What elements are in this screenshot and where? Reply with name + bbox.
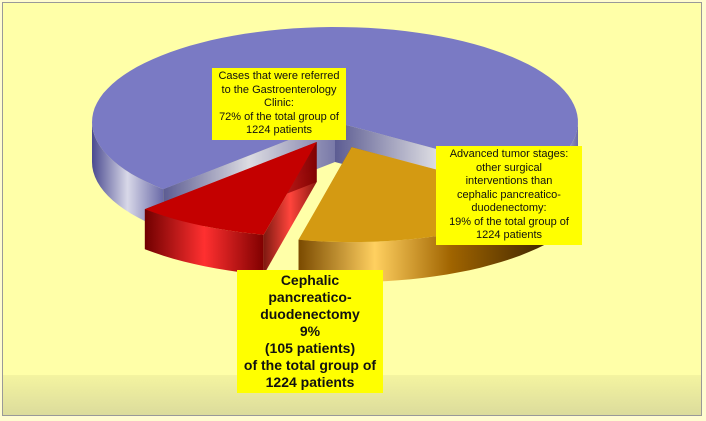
label-line: interventions than xyxy=(465,175,553,187)
label-line: Cases that were referred xyxy=(218,70,340,82)
slice-side xyxy=(92,122,164,230)
label-line: Clinic: xyxy=(264,97,294,109)
label-line: Cephalic xyxy=(280,272,340,288)
label-line: 1224 patients xyxy=(265,374,355,390)
label-line: Advanced tumor stages: xyxy=(449,148,569,160)
label-line: duodenectomy xyxy=(260,306,360,322)
data-label: Advanced tumor stages: other surgical inte… xyxy=(436,146,582,245)
slice-side xyxy=(298,200,553,283)
label-line: other surgical xyxy=(475,161,543,174)
label-line: to the Gastroenterology xyxy=(221,83,337,96)
label-line: 1224 patients xyxy=(245,124,313,136)
label-line: 19% of the total group of xyxy=(449,215,569,228)
label-line: of the total group of xyxy=(243,357,377,373)
data-label: Cephalic pancreatico-duodenectomy 9% (105 p… xyxy=(237,270,383,393)
label-line: cephalic pancreatico- xyxy=(457,188,561,201)
label-line: (105 patients) xyxy=(264,340,356,356)
data-label: Cases that were referred to the Gastroent… xyxy=(212,68,346,140)
slice xyxy=(144,141,317,235)
slice-side xyxy=(144,209,264,275)
label-line: 9% xyxy=(299,323,321,339)
label-line: 72% of the total group of xyxy=(219,110,339,123)
label-line: duodenectomy: xyxy=(471,202,547,214)
label-line: pancreatico- xyxy=(268,289,352,305)
label-line: 1224 patients xyxy=(475,229,543,241)
